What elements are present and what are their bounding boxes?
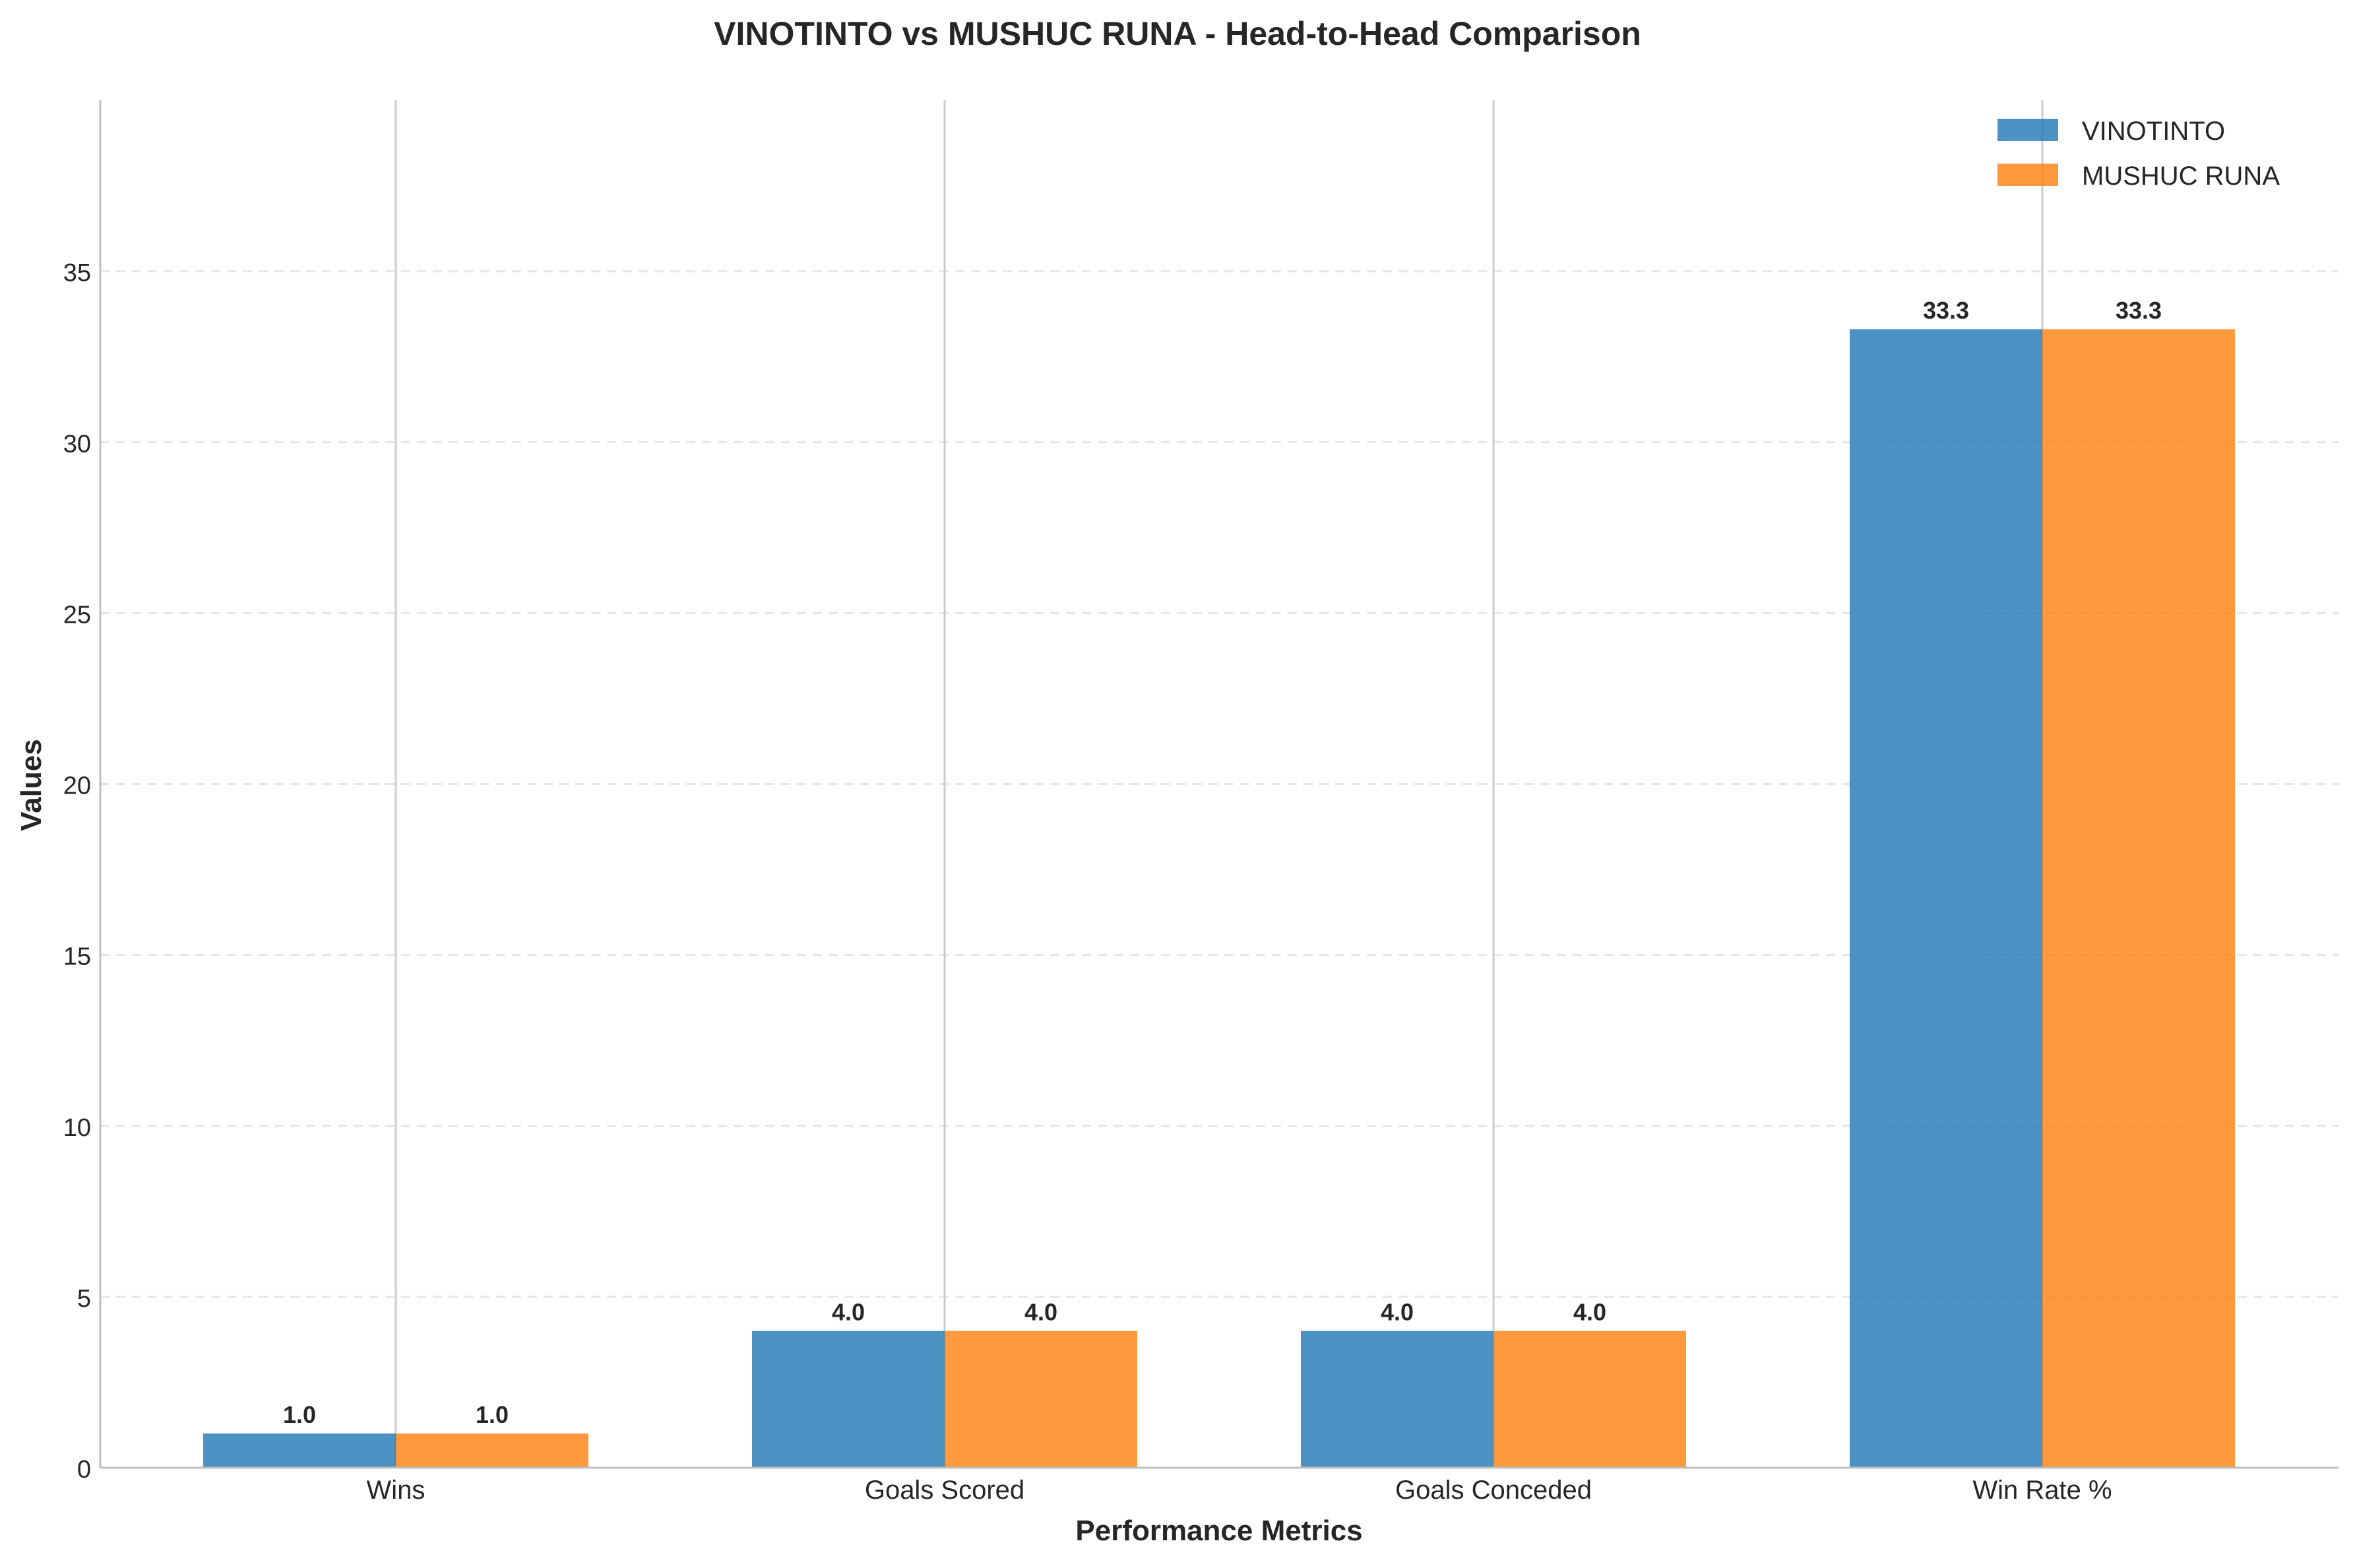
bar-vinotinto xyxy=(203,1433,396,1468)
legend-label: VINOTINTO xyxy=(2082,117,2225,146)
y-tick-label: 0 xyxy=(77,1456,91,1484)
bar-value-label: 33.3 xyxy=(2116,297,2162,324)
axes-layer xyxy=(99,100,2339,1469)
y-tick-label: 10 xyxy=(63,1114,91,1142)
y-tick-label: 20 xyxy=(63,772,91,800)
bar-value-label: 4.0 xyxy=(1381,1299,1414,1326)
y-tick-label: 35 xyxy=(63,259,91,287)
bar-mushuc-runa xyxy=(945,1331,1137,1468)
grid-layer xyxy=(100,100,2339,1468)
x-tick-label: Win Rate % xyxy=(1972,1476,2112,1505)
chart-title: VINOTINTO vs MUSHUC RUNA - Head-to-Head … xyxy=(714,15,1641,52)
x-tick-label: Goals Conceded xyxy=(1395,1476,1592,1505)
legend-swatch xyxy=(1997,164,2058,186)
x-axis-title: Performance Metrics xyxy=(1075,1515,1362,1547)
y-tick-label: 25 xyxy=(63,601,91,629)
legend: VINOTINTO MUSHUC RUNA xyxy=(1997,117,2280,191)
bar-vinotinto xyxy=(752,1331,945,1468)
legend-label: MUSHUC RUNA xyxy=(2082,162,2280,191)
bar-value-label: 33.3 xyxy=(1923,297,1969,324)
bar-value-label: 4.0 xyxy=(832,1299,865,1326)
bar-value-label: 4.0 xyxy=(1573,1299,1606,1326)
y-tick-label: 30 xyxy=(63,430,91,458)
bar-mushuc-runa xyxy=(1493,1331,1686,1468)
bar-value-label: 4.0 xyxy=(1024,1299,1057,1326)
y-tick-label: 5 xyxy=(77,1285,91,1313)
bar-value-label: 1.0 xyxy=(476,1401,509,1428)
bar-value-label: 1.0 xyxy=(283,1401,316,1428)
x-tick-label: Goals Scored xyxy=(865,1476,1024,1505)
labels-layer: 0 5 10 15 20 25 30 35 1.0 4.0 4.0 33.3 1.0 4.0 4.0 33.3… xyxy=(63,259,2162,1505)
bars-layer xyxy=(203,329,2235,1468)
bar-mushuc-runa xyxy=(2042,329,2235,1468)
bar-vinotinto xyxy=(1301,1331,1493,1468)
legend-swatch xyxy=(1997,119,2058,141)
y-tick-label: 15 xyxy=(63,943,91,971)
bar-mushuc-runa xyxy=(396,1433,588,1468)
x-tick-label: Wins xyxy=(367,1476,425,1505)
y-axis-title: Values xyxy=(15,739,47,831)
bar-vinotinto xyxy=(1850,329,2042,1468)
